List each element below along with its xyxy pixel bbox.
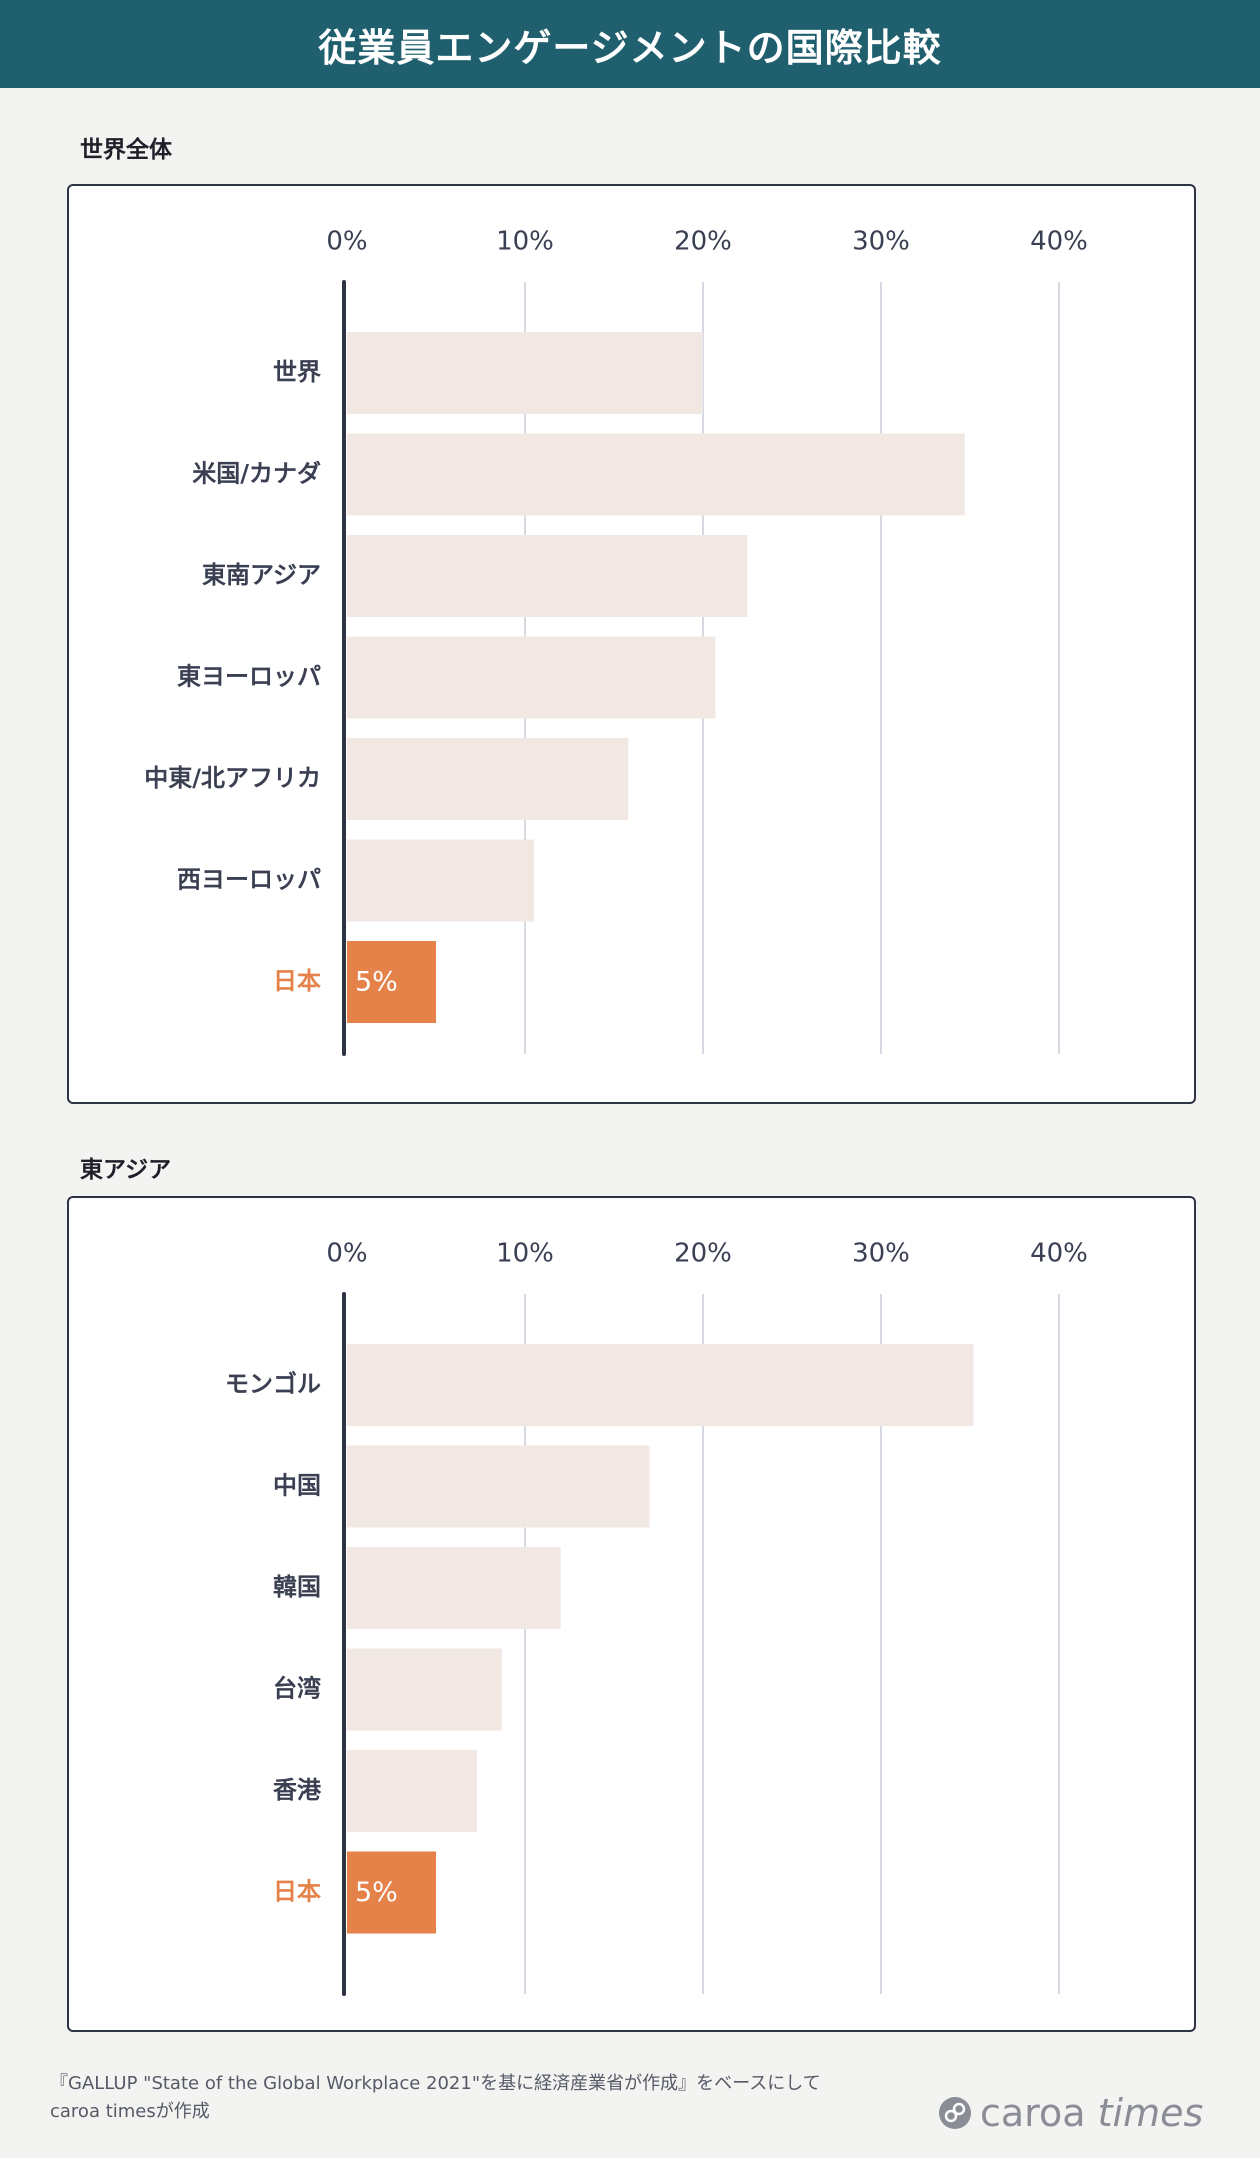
tick-label-10: 10% [496, 227, 554, 257]
logo-icon [939, 2097, 971, 2129]
page-title: 従業員エンゲージメントの国際比較 [0, 0, 1260, 88]
category-label-2: 東南アジア [202, 561, 321, 589]
bar-2 [347, 535, 748, 617]
logo-text-times: times [1097, 2091, 1204, 2135]
bar-3 [347, 1648, 502, 1731]
bar-5 [347, 839, 534, 922]
category-label-4: 中東/北アフリカ [144, 764, 321, 792]
bar-3 [347, 636, 716, 719]
caroa-times-logo: caroa times [938, 2086, 1203, 2140]
category-label-2: 韓国 [273, 1573, 321, 1601]
category-label-1: 中国 [273, 1472, 321, 1500]
category-label-5: 西ヨーロッパ [177, 866, 321, 894]
chart-world-svg: 0% 10% 20% 30% 40% 世界米国/カナダ東南アジア東ヨーロッパ中東/北アフリ… [144, 227, 1088, 1056]
tick-label-20: 20% [674, 227, 732, 257]
category-label-3: 東ヨーロッパ [177, 663, 321, 691]
tick-label-40: 40% [1030, 227, 1088, 257]
bar-1 [347, 1445, 650, 1528]
source-note: 『GALLUP "State of the Global Workplace 2… [50, 2073, 821, 2122]
category-label-0: 世界 [273, 358, 321, 386]
category-label-1: 米国/カナダ [192, 460, 321, 488]
value-label-5: 5% [355, 1877, 398, 1908]
bar-5 [347, 1851, 436, 1934]
bar-6 [347, 941, 436, 1023]
tick-label-40: 40% [1030, 1239, 1088, 1269]
logo-text-caroa: caroa [980, 2091, 1086, 2135]
tick-label-20: 20% [674, 1239, 732, 1269]
bar-0 [347, 1344, 974, 1426]
category-label-0: モンゴル [225, 1370, 321, 1398]
value-label-6: 5% [355, 967, 398, 998]
chart-2-title: 東アジア [80, 1157, 172, 1183]
tick-label-10: 10% [496, 1239, 554, 1269]
category-label-6: 日本 [273, 967, 321, 995]
category-label-4: 香港 [273, 1776, 322, 1804]
tick-label-0: 0% [326, 227, 367, 257]
chart-panel-world: 0% 10% 20% 30% 40% 世界米国/カナダ東南アジア東ヨーロッパ中東/北アフリ… [67, 184, 1196, 1104]
chart-panel-east-asia: 0% 10% 20% 30% 40% モンゴル中国韓国台湾香港日本 5% [67, 1196, 1196, 2032]
tick-label-30: 30% [852, 227, 910, 257]
category-label-5: 日本 [273, 1878, 321, 1906]
tick-label-30: 30% [852, 1239, 910, 1269]
bar-4 [347, 1750, 477, 1832]
category-label-3: 台湾 [273, 1675, 321, 1703]
bar-2 [347, 1547, 561, 1629]
tick-label-0: 0% [326, 1239, 367, 1269]
bar-0 [347, 332, 703, 414]
bar-1 [347, 433, 965, 516]
chart-1-title: 世界全体 [80, 137, 172, 163]
bar-4 [347, 738, 629, 820]
